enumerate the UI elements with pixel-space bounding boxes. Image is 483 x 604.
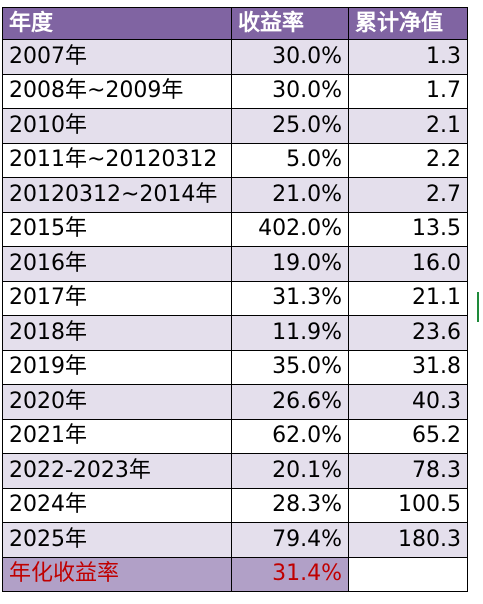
year-cell[interactable]: 2007年 xyxy=(2,39,232,75)
return-cell[interactable]: 35.0% xyxy=(231,349,349,385)
return-cell[interactable]: 79.4% xyxy=(231,522,349,558)
table-row: 2015年 402.0% 13.5 xyxy=(2,211,468,247)
table-row: 2018年 11.9% 23.6 xyxy=(2,315,468,351)
year-cell[interactable]: 2025年 xyxy=(2,522,232,558)
return-cell[interactable]: 62.0% xyxy=(231,418,349,454)
summary-row: 年化收益率 31.4% xyxy=(2,556,468,592)
return-cell[interactable]: 5.0% xyxy=(231,142,349,178)
nav-cell[interactable]: 1.3 xyxy=(348,39,468,75)
return-cell[interactable]: 11.9% xyxy=(231,315,349,351)
nav-cell[interactable]: 23.6 xyxy=(348,315,468,351)
year-cell[interactable]: 2024年 xyxy=(2,487,232,523)
header-row: 年度 收益率 累计净值 xyxy=(2,7,468,40)
table-row: 2020年 26.6% 40.3 xyxy=(2,384,468,420)
return-cell[interactable]: 20.1% xyxy=(231,453,349,489)
header-return[interactable]: 收益率 xyxy=(231,7,349,40)
table-row: 2007年 30.0% 1.3 xyxy=(2,39,468,75)
header-year[interactable]: 年度 xyxy=(2,7,232,40)
year-cell[interactable]: 2020年 xyxy=(2,384,232,420)
empty-cell[interactable] xyxy=(348,556,468,592)
table-row: 2017年 31.3% 21.1 xyxy=(2,280,468,316)
returns-table: 年度 收益率 累计净值 2007年 30.0% 1.3 2008年~2009年 30.0… xyxy=(2,7,468,592)
year-cell[interactable]: 2010年 xyxy=(2,108,232,144)
year-cell[interactable]: 2018年 xyxy=(2,315,232,351)
nav-cell[interactable]: 31.8 xyxy=(348,349,468,385)
nav-cell[interactable]: 16.0 xyxy=(348,246,468,282)
return-cell[interactable]: 25.0% xyxy=(231,108,349,144)
nav-cell[interactable]: 13.5 xyxy=(348,211,468,247)
return-cell[interactable]: 31.3% xyxy=(231,280,349,316)
nav-cell[interactable]: 21.1 xyxy=(348,280,468,316)
nav-cell[interactable]: 180.3 xyxy=(348,522,468,558)
nav-cell[interactable]: 2.1 xyxy=(348,108,468,144)
year-cell[interactable]: 20120312~2014年 xyxy=(2,177,232,213)
year-cell[interactable]: 2016年 xyxy=(2,246,232,282)
return-cell[interactable]: 19.0% xyxy=(231,246,349,282)
table-row: 2022-2023年 20.1% 78.3 xyxy=(2,453,468,489)
table-row: 2016年 19.0% 16.0 xyxy=(2,246,468,282)
annualized-return-label[interactable]: 年化收益率 xyxy=(2,556,232,592)
nav-cell[interactable]: 78.3 xyxy=(348,453,468,489)
year-cell[interactable]: 2008年~2009年 xyxy=(2,73,232,109)
year-cell[interactable]: 2022-2023年 xyxy=(2,453,232,489)
nav-cell[interactable]: 100.5 xyxy=(348,487,468,523)
return-cell[interactable]: 30.0% xyxy=(231,73,349,109)
return-cell[interactable]: 30.0% xyxy=(231,39,349,75)
header-nav[interactable]: 累计净值 xyxy=(348,7,468,40)
year-cell[interactable]: 2019年 xyxy=(2,349,232,385)
table-row: 2019年 35.0% 31.8 xyxy=(2,349,468,385)
return-cell[interactable]: 28.3% xyxy=(231,487,349,523)
nav-cell[interactable]: 2.7 xyxy=(348,177,468,213)
table-row: 20120312~2014年 21.0% 2.7 xyxy=(2,177,468,213)
nav-cell[interactable]: 40.3 xyxy=(348,384,468,420)
year-cell[interactable]: 2017年 xyxy=(2,280,232,316)
table-body: 2007年 30.0% 1.3 2008年~2009年 30.0% 1.7 2010年 25.… xyxy=(2,39,468,592)
nav-cell[interactable]: 1.7 xyxy=(348,73,468,109)
return-cell[interactable]: 21.0% xyxy=(231,177,349,213)
year-cell[interactable]: 2011年~20120312 xyxy=(2,142,232,178)
nav-cell[interactable]: 2.2 xyxy=(348,142,468,178)
spreadsheet-area: 年度 收益率 累计净值 2007年 30.0% 1.3 2008年~2009年 30.0… xyxy=(2,7,468,592)
table-row: 2011年~20120312 5.0% 2.2 xyxy=(2,142,468,178)
return-cell[interactable]: 402.0% xyxy=(231,211,349,247)
return-cell[interactable]: 26.6% xyxy=(231,384,349,420)
table-row: 2024年 28.3% 100.5 xyxy=(2,487,468,523)
nav-cell[interactable]: 65.2 xyxy=(348,418,468,454)
year-cell[interactable]: 2015年 xyxy=(2,211,232,247)
table-row: 2010年 25.0% 2.1 xyxy=(2,108,468,144)
annualized-return-value[interactable]: 31.4% xyxy=(231,556,349,592)
table-row: 2008年~2009年 30.0% 1.7 xyxy=(2,73,468,109)
year-cell[interactable]: 2021年 xyxy=(2,418,232,454)
table-row: 2021年 62.0% 65.2 xyxy=(2,418,468,454)
cell-cursor-indicator xyxy=(477,292,479,322)
table-row: 2025年 79.4% 180.3 xyxy=(2,522,468,558)
